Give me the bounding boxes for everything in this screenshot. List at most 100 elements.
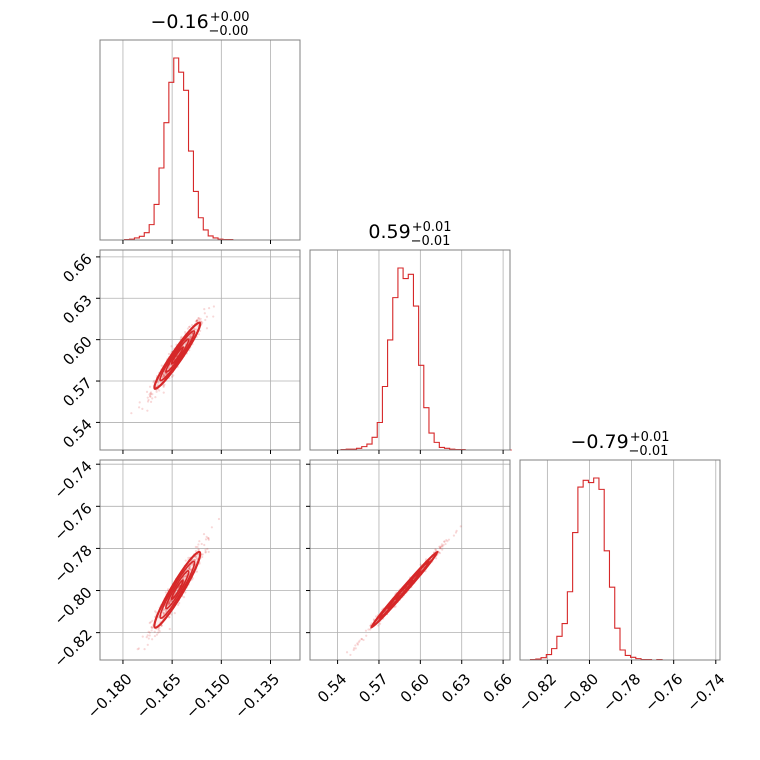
scatter-point: [177, 603, 180, 607]
scatter-point: [452, 534, 456, 537]
scatter-point: [167, 602, 170, 605]
scatter-frame-1-2: [309, 459, 511, 661]
scatter-point: [169, 600, 172, 604]
hist-frame-2: [519, 459, 721, 661]
scatter-point: [207, 550, 210, 554]
contour-level: [170, 346, 184, 365]
scatter-point: [356, 643, 360, 646]
scatter-point: [203, 307, 206, 311]
scatter-point: [444, 542, 447, 546]
scatter-point: [197, 317, 200, 320]
scatter-point: [153, 630, 156, 633]
scatter-point: [446, 540, 449, 543]
scatter-point: [149, 391, 153, 394]
scatter-point: [157, 381, 160, 384]
scatter-point: [367, 628, 370, 631]
scatter-point: [157, 627, 160, 630]
scatter-point: [151, 397, 154, 400]
scatter-point: [203, 543, 206, 547]
scatter-point: [441, 548, 444, 551]
scatter-point: [184, 591, 187, 594]
x-tick-label: 0.66: [480, 670, 516, 706]
scatter-point: [443, 540, 446, 543]
scatter-point: [439, 546, 442, 549]
scatter-point: [167, 616, 171, 619]
scatter-point: [454, 531, 458, 534]
scatter-point: [153, 379, 156, 382]
scatter-point: [162, 611, 165, 614]
scatter-point: [143, 648, 146, 651]
scatter-point: [188, 567, 191, 571]
scatter-point: [165, 372, 168, 375]
scatter-point: [188, 336, 192, 339]
scatter-point: [434, 557, 438, 560]
scatter-point: [163, 372, 167, 375]
x-tick-label: −0.80: [557, 670, 602, 715]
scatter-point: [210, 526, 214, 529]
scatter-point: [146, 634, 149, 637]
scatter-point: [148, 385, 152, 388]
scatter-point: [146, 409, 149, 412]
scatter-point: [201, 321, 204, 324]
scatter-point: [207, 307, 211, 310]
scatter-point: [160, 364, 163, 367]
scatter-point: [148, 393, 151, 396]
scatter-point: [194, 320, 198, 323]
scatter-point: [191, 332, 194, 335]
scatter-frame-0-2: [99, 459, 301, 661]
x-tick-label: −0.78: [599, 670, 644, 715]
scatter-point: [201, 555, 204, 559]
y-tick-label: −0.78: [50, 541, 95, 586]
scatter-point: [197, 333, 201, 336]
scatter-point: [200, 542, 203, 546]
scatter-point: [198, 318, 201, 321]
scatter-point: [149, 392, 152, 395]
scatter-point: [196, 545, 199, 549]
scatter-point: [145, 636, 148, 639]
scatter-point: [442, 543, 445, 547]
scatter-point: [157, 631, 160, 634]
scatter-point: [207, 538, 210, 541]
scatter-point: [440, 543, 444, 546]
scatter-point: [191, 332, 194, 335]
scatter-point: [158, 626, 161, 629]
param-title-minus: −0.01: [629, 444, 669, 459]
scatter-point: [147, 637, 150, 640]
scatter-point: [168, 615, 171, 619]
scatter-point: [162, 391, 165, 394]
hist-frame-1: [309, 249, 511, 451]
scatter-point: [204, 318, 207, 322]
scatter-point: [162, 612, 165, 615]
scatter-point: [189, 335, 192, 338]
scatter-point: [168, 627, 171, 631]
param-title-value: 0.59: [368, 221, 410, 243]
scatter-point: [168, 600, 171, 603]
scatter-point: [438, 545, 441, 548]
contour-level: [165, 338, 190, 374]
scatter-point: [161, 376, 164, 379]
scatter-point: [332, 670, 334, 672]
scatter-point: [141, 407, 144, 410]
param-title-plus: +0.01: [630, 430, 670, 445]
scatter-point: [194, 555, 197, 558]
scatter-point: [162, 372, 165, 376]
scatter-point: [189, 569, 192, 572]
scatter-panel-1-2: [310, 460, 510, 672]
x-tick-label: −0.150: [182, 670, 234, 722]
scatter-point: [191, 577, 194, 580]
scatter-point: [163, 374, 166, 377]
y-tick-label: −0.80: [50, 583, 95, 628]
scatter-point: [189, 337, 192, 340]
scatter-point: [195, 319, 199, 322]
param-title-value: −0.16: [150, 11, 208, 33]
scatter-point: [349, 653, 352, 657]
scatter-point: [364, 629, 368, 632]
scatter-point: [188, 566, 191, 569]
y-tick-label: 0.57: [59, 374, 95, 410]
scatter-point: [184, 559, 187, 562]
scatter-point: [149, 400, 153, 403]
x-tick-label: −0.165: [133, 670, 185, 722]
scatter-point: [182, 596, 186, 599]
scatter-point: [196, 558, 199, 561]
